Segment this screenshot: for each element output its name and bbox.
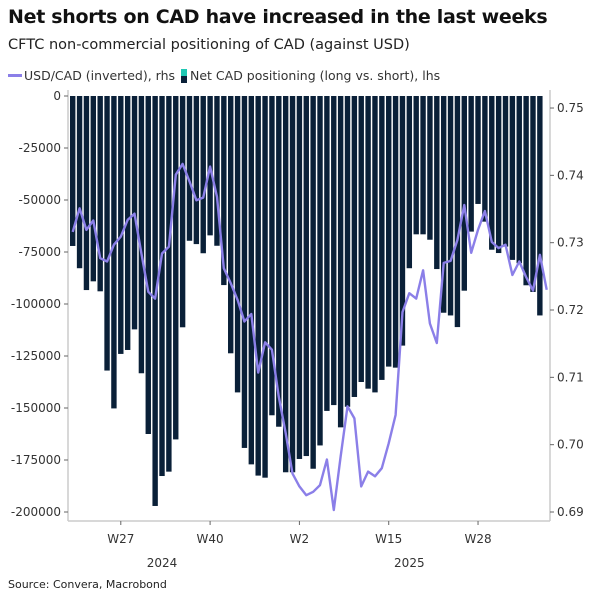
chart-subtitle: CFTC non-commercial positioning of CAD (… (8, 37, 410, 53)
bar (482, 96, 488, 222)
bar (296, 96, 303, 459)
bar (241, 96, 248, 448)
left-axis-tick-label: -175000 (11, 453, 61, 467)
x-axis-year-label: 2024 (147, 556, 178, 570)
bar (324, 96, 330, 411)
bar (331, 96, 337, 406)
right-axis-tick-label: 0.72 (557, 303, 584, 317)
left-axis-tick-label: -25000 (18, 141, 61, 155)
bar (317, 96, 323, 446)
bar (276, 96, 282, 427)
legend-bar-swatch (181, 68, 188, 83)
right-axis-tick-label: 0.71 (557, 370, 584, 384)
bar (440, 96, 447, 313)
bar (221, 96, 227, 286)
bar (179, 96, 186, 328)
bar (392, 96, 399, 368)
legend-label-usdcad: USD/CAD (inverted), rhs (24, 68, 176, 83)
bar (413, 96, 419, 235)
bar (214, 96, 220, 246)
bar (159, 96, 165, 477)
bar (83, 96, 90, 291)
bar (193, 96, 200, 245)
bar (372, 96, 378, 393)
left-axis-tick-label: -200000 (11, 505, 61, 519)
bar (502, 96, 509, 247)
bar (186, 96, 193, 241)
x-axis-tick-label: W15 (375, 532, 402, 546)
bar (399, 96, 406, 346)
bar (145, 96, 151, 434)
bar (495, 96, 502, 254)
bar (166, 96, 172, 472)
bar (358, 96, 364, 382)
bar (90, 96, 97, 282)
bar (269, 96, 275, 416)
bar (447, 96, 454, 316)
bar (248, 96, 255, 465)
bar (386, 96, 392, 367)
legend-label-positioning: Net CAD positioning (long vs. short), lh… (190, 68, 441, 83)
bar (475, 96, 481, 204)
bar (97, 96, 103, 292)
bar (228, 96, 234, 354)
left-axis-tick-label: 0 (53, 89, 61, 103)
bar (365, 96, 371, 389)
x-axis-year-label: 2025 (394, 556, 425, 570)
x-axis-tick-label: W2 (290, 532, 310, 546)
bar (516, 96, 522, 264)
bar (523, 96, 529, 286)
bar (200, 96, 206, 254)
legend-line-swatch (8, 74, 22, 77)
x-axis-tick-label: W28 (464, 532, 491, 546)
bar (173, 96, 179, 440)
legend: USD/CAD (inverted), rhs Net CAD position… (8, 68, 440, 83)
bar (351, 96, 358, 397)
left-axis-tick-label: -50000 (18, 193, 61, 207)
bar (454, 96, 461, 328)
bar (118, 96, 124, 354)
left-axis-tick-label: -125000 (11, 349, 61, 363)
bar (461, 96, 467, 291)
bar (76, 96, 83, 269)
bar (420, 96, 426, 235)
chart-title: Net shorts on CAD have increased in the … (8, 6, 548, 28)
bar (282, 96, 289, 473)
bar (537, 96, 543, 316)
right-axis-tick-label: 0.69 (557, 505, 584, 519)
bar (337, 96, 344, 428)
bar (262, 96, 268, 478)
bar (427, 96, 433, 240)
bar (509, 96, 516, 260)
source-note: Source: Convera, Macrobond (8, 578, 167, 591)
bar (104, 96, 110, 371)
right-axis-tick-label: 0.73 (557, 236, 584, 250)
bar (152, 96, 158, 506)
left-axis-tick-label: -100000 (11, 297, 61, 311)
bar (234, 96, 241, 393)
bar (489, 96, 495, 250)
bar (70, 96, 76, 246)
right-axis-tick-label: 0.75 (557, 101, 584, 115)
bar (344, 96, 351, 407)
x-axis-tick-label: W40 (197, 532, 224, 546)
bar (379, 96, 385, 380)
bar (434, 96, 440, 270)
right-axis-tick-label: 0.70 (557, 438, 584, 452)
left-axis-tick-label: -150000 (11, 401, 61, 415)
left-axis-tick-label: -75000 (18, 245, 61, 259)
bar (289, 96, 296, 473)
bar (303, 96, 309, 457)
x-axis-tick-label: W27 (107, 532, 134, 546)
right-axis-tick-label: 0.74 (557, 168, 584, 182)
bar (255, 96, 261, 476)
bar (406, 96, 413, 269)
bar (138, 96, 145, 374)
bar (310, 96, 316, 469)
bar (468, 96, 474, 232)
bar (530, 96, 536, 292)
bar (111, 96, 117, 409)
usdcad-line (71, 162, 548, 512)
